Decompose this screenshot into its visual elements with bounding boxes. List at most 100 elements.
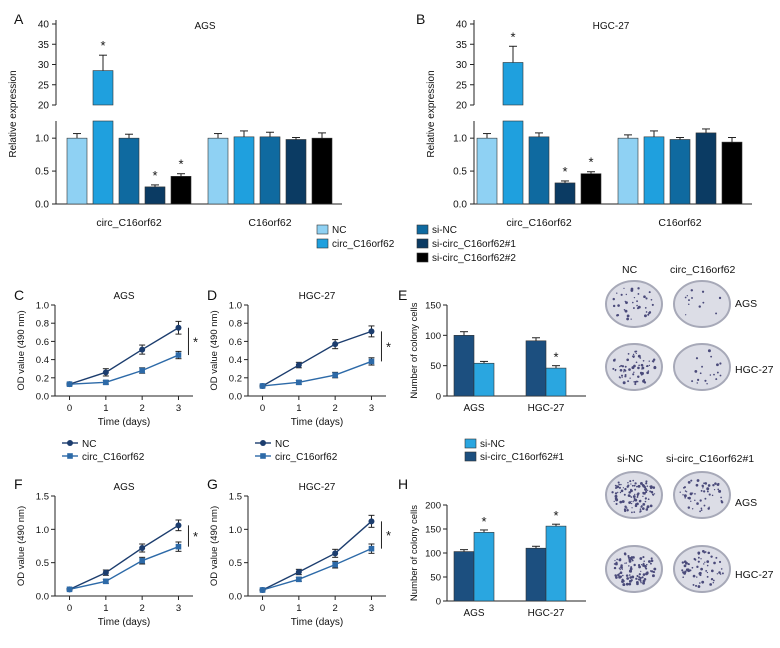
chart-d-ylabel: OD value (490 nm) <box>209 310 220 390</box>
chart-c-series-line <box>69 354 179 385</box>
colony-dot <box>614 494 618 498</box>
colony-dot <box>639 579 642 582</box>
colony-dot <box>621 374 623 377</box>
colony-dot <box>705 569 708 572</box>
chart-a-sig-star: * <box>152 168 157 183</box>
colony-dot <box>721 572 724 575</box>
colony-dot <box>694 493 696 495</box>
legend-ab-si2-label: si-circ_C16orf62#2 <box>432 253 516 264</box>
chart-g-series-line <box>262 520 372 591</box>
colony-dot <box>710 355 713 358</box>
colony-dot <box>637 484 641 488</box>
colony-dot <box>643 577 647 581</box>
colony-dot <box>623 493 626 496</box>
chart-g-xlabel: Time (days) <box>291 617 343 628</box>
legend-e-si1-label: si-circ_C16orf62#1 <box>480 452 564 463</box>
chart-h-xtick-label: HGC-27 <box>528 608 565 619</box>
legend-ab-nc-label: NC <box>332 225 346 236</box>
colony-dot <box>648 364 651 367</box>
colony-dot <box>611 491 614 494</box>
chart-e-bar <box>453 335 475 397</box>
colony-plate-image <box>673 343 731 391</box>
colony-dot <box>620 564 623 567</box>
colony-dot <box>704 482 708 485</box>
chart-a-ytick-label: 20 <box>38 101 50 112</box>
chart-f-ylabel: OD value (490 nm) <box>16 506 27 586</box>
colony-dot <box>627 482 629 484</box>
colony-dot <box>696 565 699 569</box>
colony-dot <box>683 494 687 498</box>
chart-e-ytick-label: 150 <box>425 301 441 312</box>
colony-dot <box>632 355 635 358</box>
chart-b-bar <box>669 139 691 205</box>
colony-dot <box>651 303 654 306</box>
legend-e-sinc-label: si-NC <box>480 439 505 450</box>
colony-dot <box>648 291 651 294</box>
colony-dot <box>628 579 632 583</box>
chart-h-bar <box>453 551 475 602</box>
colony-dot <box>620 483 622 486</box>
chart-c-sig-star: * <box>193 334 198 349</box>
colony-dot <box>629 576 632 579</box>
colony-dot <box>640 482 643 485</box>
colony-dot <box>637 564 641 567</box>
colony-dot <box>614 560 616 562</box>
colony-dot <box>704 561 706 563</box>
chart-f-ytick-label: 1.0 <box>36 525 49 536</box>
colony-dot <box>631 366 635 370</box>
chart-f-ytick-label: 0.5 <box>36 558 49 569</box>
chart-c-xtick-label: 0 <box>67 403 72 414</box>
chart-f-point <box>139 557 145 564</box>
colony-dot <box>626 577 630 580</box>
colony-dot <box>716 363 719 367</box>
colony-dot <box>616 292 618 294</box>
colony-dot <box>621 568 623 570</box>
colony-dot <box>706 571 709 574</box>
colony-dot <box>645 480 648 483</box>
colony-dot <box>631 301 634 304</box>
chart-h-ytick-label: 200 <box>425 501 441 512</box>
colony-dot <box>650 559 654 563</box>
legend-ab-sinc-swatch <box>416 224 429 235</box>
chart-f-point <box>175 543 182 550</box>
colony-dot <box>629 569 633 573</box>
colony-dot <box>643 560 645 562</box>
legend-ab-si1-label: si-circ_C16orf62#1 <box>432 239 516 250</box>
chart-a-sig-star: * <box>178 157 183 172</box>
panel-letter-b: B <box>416 11 425 27</box>
colony-dot <box>635 361 638 364</box>
colony-dot <box>649 490 652 493</box>
colony-dot <box>706 490 709 493</box>
colony-dot <box>634 493 636 496</box>
colony-dot <box>704 497 707 500</box>
chart-g-ytick-label: 0.5 <box>229 558 242 569</box>
colony-dot <box>694 499 696 502</box>
colony-dot <box>625 301 628 305</box>
colony-dot <box>620 489 624 493</box>
colony-dot <box>699 372 702 375</box>
colony-dot <box>636 582 639 586</box>
colony-dot <box>628 565 630 567</box>
colony-plate-image <box>673 545 731 593</box>
colony-dot <box>625 562 628 564</box>
chart-g-xtick-label: 1 <box>296 603 301 614</box>
chart-a-ytick-label: 0.5 <box>35 167 49 178</box>
chart-b-bar <box>580 173 602 205</box>
colony-dot <box>646 485 649 487</box>
colony-dot <box>622 574 624 577</box>
colony-dot <box>641 366 645 370</box>
chart-h-bar <box>545 525 567 602</box>
colony-dot <box>703 563 705 565</box>
colony-dot <box>645 297 648 300</box>
chart-d-ytick-label: 0.6 <box>229 337 242 348</box>
colony-dot <box>684 490 687 492</box>
colony-dot <box>687 481 691 484</box>
colony-dot <box>693 557 696 561</box>
dish <box>673 280 731 328</box>
chart-b-ytick-label: 40 <box>456 20 468 31</box>
chart-g-ytick-label: 1.0 <box>229 525 242 536</box>
colony-dot <box>615 498 619 502</box>
chart-e-ytick-label: 0 <box>436 392 441 403</box>
colony-dot <box>636 380 639 383</box>
chart-a-sig-star: * <box>100 38 105 53</box>
